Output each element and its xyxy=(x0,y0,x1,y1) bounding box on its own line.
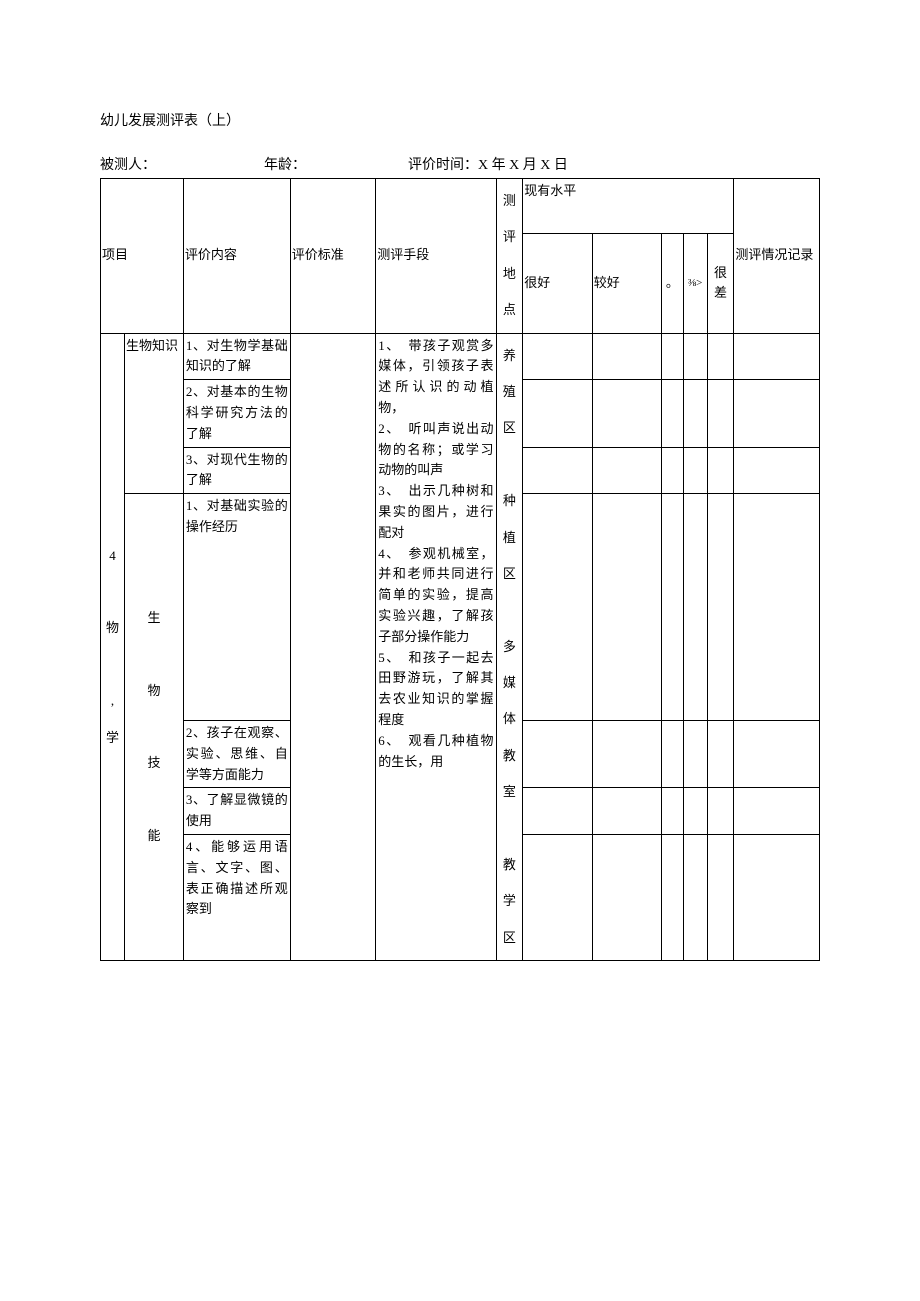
rating-cell[interactable] xyxy=(683,447,707,494)
hdr-place: 测评地点 xyxy=(496,179,523,334)
method-cell: 1、 带孩子观赏多媒体，引领孩子表述所认识的动植物，2、 听叫声说出动物的名称；… xyxy=(376,333,496,961)
rating-cell[interactable] xyxy=(662,380,683,447)
rating-cell[interactable] xyxy=(523,447,592,494)
content-7: 4、能够运用语言、文字、图、表正确描述所观察到 xyxy=(183,835,290,961)
rating-cell[interactable] xyxy=(523,788,592,835)
rating-cell[interactable] xyxy=(683,333,707,380)
rating-cell[interactable] xyxy=(683,788,707,835)
place-cell: 养殖区 种植区 多媒体教室 教学区 xyxy=(496,333,523,961)
rating-cell[interactable] xyxy=(662,494,683,721)
rating-cell[interactable] xyxy=(707,721,734,788)
meta-row: 被测人： 年龄： 评价时间：X 年 X 月 X 日 xyxy=(100,154,820,174)
tested-label: 被测人： xyxy=(100,154,260,174)
rating-cell[interactable] xyxy=(683,380,707,447)
rating-cell[interactable] xyxy=(662,447,683,494)
content-3: 3、对现代生物的了解 xyxy=(183,447,290,494)
proj-col1: 4 物 ,学 xyxy=(101,333,125,961)
age-label: 年龄： xyxy=(264,154,404,174)
record-cell[interactable] xyxy=(734,494,820,721)
sub2: 生 物 技 能 xyxy=(125,494,184,961)
rating-cell[interactable] xyxy=(592,494,661,721)
rating-cell[interactable] xyxy=(523,333,592,380)
rating-cell[interactable] xyxy=(592,380,661,447)
rating-cell[interactable] xyxy=(523,380,592,447)
page-title: 幼儿发展测评表（上） xyxy=(100,110,820,130)
rating-cell[interactable] xyxy=(683,721,707,788)
record-cell[interactable] xyxy=(734,835,820,961)
record-cell[interactable] xyxy=(734,721,820,788)
hdr-project: 项目 xyxy=(101,179,184,334)
rating-cell[interactable] xyxy=(592,721,661,788)
rating-cell[interactable] xyxy=(707,788,734,835)
hdr-record: 测评情况记录 xyxy=(734,179,820,334)
time-label-text: 评价时间： xyxy=(408,158,478,173)
hdr-level: 现有水平 xyxy=(523,179,734,234)
header-row-1: 项目 评价内容 评价标准 测评手段 测评地点 现有水平 测评情况记录 xyxy=(101,179,820,234)
content-1: 1、对生物学基础知识的了解 xyxy=(183,333,290,380)
hdr-eval-content: 评价内容 xyxy=(183,179,290,334)
hdr-level4: ⅜> xyxy=(683,234,707,333)
time-label: 评价时间：X 年 X 月 X 日 xyxy=(408,154,816,174)
rating-cell[interactable] xyxy=(523,835,592,961)
record-cell[interactable] xyxy=(734,788,820,835)
rating-cell[interactable] xyxy=(662,721,683,788)
hdr-level1: 很好 xyxy=(523,234,592,333)
sub1: 生物知识 xyxy=(125,333,184,494)
assessment-table: 项目 评价内容 评价标准 测评手段 测评地点 现有水平 测评情况记录 很好 较好… xyxy=(100,178,820,961)
rating-cell[interactable] xyxy=(707,835,734,961)
rating-cell[interactable] xyxy=(592,835,661,961)
rating-cell[interactable] xyxy=(662,788,683,835)
hdr-level5: 很差 xyxy=(707,234,734,333)
content-6: 3、了解显微镜的使用 xyxy=(183,788,290,835)
record-cell[interactable] xyxy=(734,333,820,380)
rating-cell[interactable] xyxy=(683,494,707,721)
table-row: 4 物 ,学 生物知识 1、对生物学基础知识的了解 1、 带孩子观赏多媒体，引领… xyxy=(101,333,820,380)
hdr-method: 测评手段 xyxy=(376,179,496,334)
rating-cell[interactable] xyxy=(707,333,734,380)
rating-cell[interactable] xyxy=(707,447,734,494)
rating-cell[interactable] xyxy=(592,447,661,494)
rating-cell[interactable] xyxy=(523,494,592,721)
rating-cell[interactable] xyxy=(592,788,661,835)
rating-cell[interactable] xyxy=(662,835,683,961)
rating-cell[interactable] xyxy=(707,494,734,721)
time-value: X 年 X 月 X 日 xyxy=(478,158,568,173)
content-5: 2、孩子在观察、实验、思维、自学等方面能力 xyxy=(183,721,290,788)
record-cell[interactable] xyxy=(734,447,820,494)
rating-cell[interactable] xyxy=(707,380,734,447)
standard-cell xyxy=(290,333,376,961)
record-cell[interactable] xyxy=(734,380,820,447)
rating-cell[interactable] xyxy=(662,333,683,380)
rating-cell[interactable] xyxy=(592,333,661,380)
content-4: 1、对基础实验的操作经历 xyxy=(183,494,290,721)
rating-cell[interactable] xyxy=(683,835,707,961)
rating-cell[interactable] xyxy=(523,721,592,788)
hdr-eval-standard: 评价标准 xyxy=(290,179,376,334)
hdr-level3: 。 xyxy=(662,234,683,333)
hdr-level2: 较好 xyxy=(592,234,661,333)
content-2: 2、对基本的生物科学研究方法的了解 xyxy=(183,380,290,447)
